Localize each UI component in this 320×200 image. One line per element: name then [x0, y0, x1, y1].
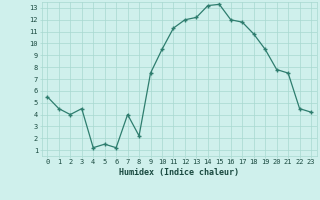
X-axis label: Humidex (Indice chaleur): Humidex (Indice chaleur) — [119, 168, 239, 177]
